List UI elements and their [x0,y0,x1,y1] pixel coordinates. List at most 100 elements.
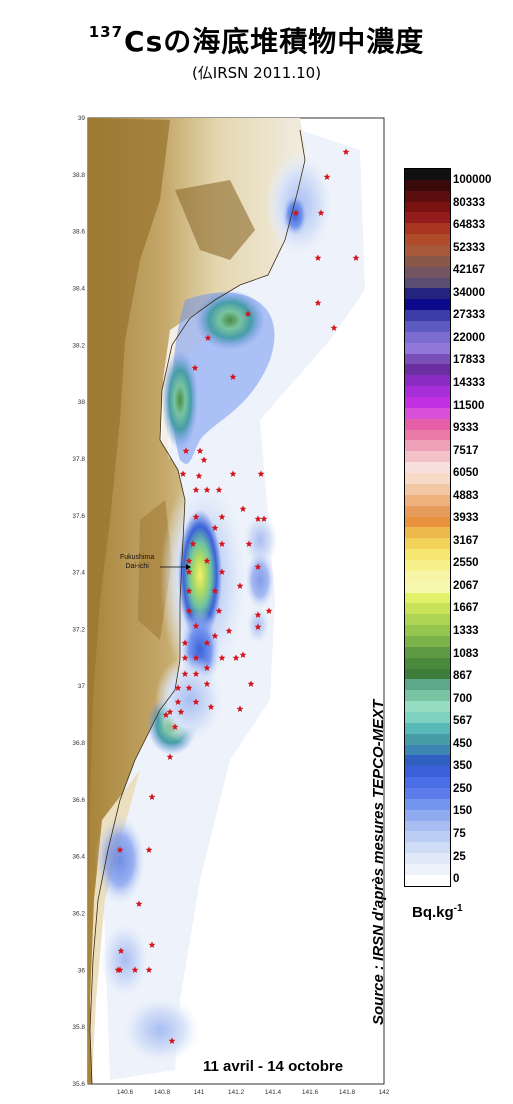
sampling-point-star [218,513,226,520]
legend-swatch [405,245,450,256]
mountain-ridge [88,118,170,900]
longitude-tick-label: 140.6 [117,1089,134,1096]
legend-label: 1083 [453,647,479,660]
legend-label: 700 [453,692,473,705]
sampling-point-star [211,587,219,594]
legend-swatch [405,266,450,278]
sampling-point-star [192,622,200,629]
latitude-tick-label: 38.2 [72,342,85,349]
longitude-tick-label: 142 [379,1089,390,1096]
sampling-point-star [330,324,338,331]
sampling-point-star [181,639,189,646]
legend-swatch [405,407,450,419]
legend-label: 450 [453,737,473,750]
legend-label: 6050 [453,467,479,480]
sampling-point-star [145,846,153,853]
legend-label: 350 [453,760,473,773]
sampling-point-star [185,568,193,575]
fukushima-arrow-head [186,564,191,570]
legend-label: 867 [453,670,473,683]
legend-swatch [405,169,450,180]
sampling-point-star [254,611,262,618]
sampling-point-star [215,486,223,493]
legend-label: 52333 [453,241,485,254]
legend-swatch [405,310,450,322]
contour-blob [100,920,150,1000]
longitude-tick-label: 141.6 [302,1089,319,1096]
latitude-ticks: 39 38.8 38.6 38.4 38.2 38 37.8 37.6 37.4 37.2 37 36… [72,115,85,1088]
legend-swatch [405,787,450,799]
legend-swatch [405,809,450,821]
sampling-point-star [215,607,223,614]
legend-label: 150 [453,805,473,818]
sampling-point-star [323,173,331,180]
coastline [89,129,306,1085]
legend-label: 42167 [453,264,485,277]
legend-swatch [405,646,450,658]
legend-swatch [405,179,450,191]
legend-swatch [405,614,450,626]
latitude-tick-label: 38.4 [72,285,85,292]
sampling-point-star [171,723,179,730]
legend-swatch [405,364,450,376]
longitude-tick-label: 141.2 [228,1089,245,1096]
latitude-tick-label: 36.4 [72,854,85,861]
sampling-point-star [114,966,122,973]
sampling-point-star [181,670,189,677]
legend-swatch [405,831,450,843]
legend-swatch [405,494,450,506]
latitude-tick-label: 37.2 [72,626,85,633]
legend-swatch [405,342,450,354]
sampling-point-star [218,654,226,661]
sampling-point-star [239,651,247,658]
sampling-point-star [236,582,244,589]
sampling-point-star [257,470,265,477]
legend-swatch [405,711,450,723]
source-note: Source : IRSN d'après mesures TEPCO-MEXT [370,699,387,1025]
legend-swatch [405,288,450,300]
contour-blob [95,815,145,905]
legend-swatch [405,777,450,788]
sampling-point-star [211,524,219,531]
longitude-tick-label: 141.4 [265,1089,282,1096]
latitude-tick-label: 37.6 [72,513,85,520]
latitude-tick-label: 37.4 [72,570,85,577]
longitude-tick-label: 140.8 [154,1089,171,1096]
legend-swatch [405,483,450,495]
legend-swatch [405,842,450,854]
legend-label: 9333 [453,422,479,435]
sampling-point-star [181,654,189,661]
legend-swatch [405,635,450,647]
legend-swatch [405,766,450,778]
sampling-point-star [192,654,200,661]
fukushima-label-line1: Fukushima [120,554,155,561]
sampling-point-star [168,1037,176,1044]
legend-swatch [405,744,450,756]
latitude-tick-label: 36.6 [72,797,85,804]
latitude-tick-label: 38.6 [72,229,85,236]
sampling-point-star [352,254,360,261]
sampling-point-star [192,486,200,493]
sampling-point-star [148,793,156,800]
sampling-point-star [236,705,244,712]
legend-swatch [405,201,450,213]
sampling-point-star [174,684,182,691]
sampling-point-star [211,632,219,639]
legend-label: 1333 [453,625,479,637]
sampling-point-star [207,703,215,710]
sampling-point-star [265,607,273,614]
sampling-point-star [254,563,262,570]
legend-label: 75 [453,827,466,840]
latitude-tick-label: 38.8 [72,172,85,179]
latitude-tick-label: 35.6 [72,1081,85,1088]
sampling-point-star [232,654,240,661]
legend-swatch [405,386,450,398]
contour-blob [242,512,278,568]
latitude-tick-label: 35.8 [72,1024,85,1031]
legend-swatch [405,864,450,875]
longitude-ticks: 140.6 140.8 141 141.2 141.4 141.6 141.8 142 [117,1089,390,1096]
legend-label: 250 [453,782,473,795]
legend-swatch [405,679,450,691]
contour-blob [155,655,225,745]
legend-swatch [405,277,450,289]
